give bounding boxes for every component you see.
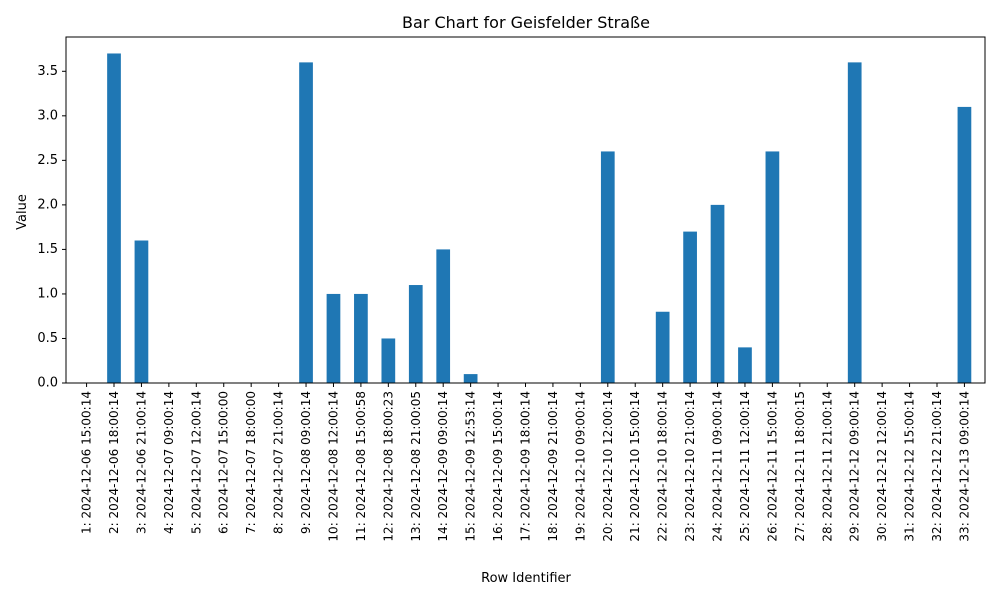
bar (299, 62, 313, 384)
x-tick-label: 7: 2024-12-07 18:00:00 (244, 391, 258, 534)
x-tick-label: 21: 2024-12-10 15:00:14 (628, 391, 642, 542)
y-tick-label: 1.0 (37, 286, 58, 301)
x-tick-label: 25: 2024-12-11 12:00:14 (738, 391, 752, 542)
x-axis: 1: 2024-12-06 15:00:14 2: 2024-12-06 18:0… (80, 383, 971, 542)
y-tick-label: 1.5 (37, 242, 58, 257)
bar (463, 374, 478, 383)
bar (134, 240, 149, 383)
x-tick-label: 22: 2024-12-10 18:00:14 (656, 391, 670, 542)
x-tick-label: 16: 2024-12-09 15:00:14 (491, 391, 505, 542)
x-tick-label: 30: 2024-12-12 12:00:14 (875, 391, 889, 542)
x-tick-label: 26: 2024-12-11 15:00:14 (765, 391, 779, 542)
x-axis-label: Row Identifier (481, 571, 571, 586)
bar (683, 231, 697, 383)
bar (765, 151, 780, 383)
x-tick-label: 28: 2024-12-11 21:00:14 (820, 391, 834, 542)
x-tick-label: 10: 2024-12-08 12:00:14 (326, 391, 340, 542)
x-tick-label: 31: 2024-12-12 15:00:14 (903, 391, 917, 542)
x-tick-label: 12: 2024-12-08 18:00:23 (381, 391, 395, 542)
x-tick-label: 8: 2024-12-07 21:00:14 (272, 391, 286, 534)
x-tick-label: 17: 2024-12-09 18:00:14 (519, 391, 533, 542)
bar (354, 293, 368, 383)
x-tick-label: 29: 2024-12-12 09:00:14 (848, 391, 862, 542)
x-tick-label: 3: 2024-12-06 21:00:14 (134, 391, 148, 534)
bar (107, 53, 121, 383)
x-tick-label: 11: 2024-12-08 15:00:58 (354, 391, 368, 542)
y-tick-label: 0.0 (37, 376, 58, 391)
x-tick-label: 13: 2024-12-08 21:00:05 (409, 391, 423, 542)
chart-title: Bar Chart for Geisfelder Straße (402, 13, 650, 32)
bar (957, 106, 972, 384)
bars-group (107, 53, 972, 384)
y-tick-label: 0.5 (37, 331, 58, 346)
x-tick-label: 27: 2024-12-11 18:00:15 (793, 391, 807, 542)
y-tick-label: 2.0 (37, 197, 58, 212)
bar (600, 151, 615, 383)
x-tick-label: 19: 2024-12-10 09:00:14 (573, 391, 587, 542)
x-tick-label: 6: 2024-12-07 15:00:00 (217, 391, 231, 534)
plot-frame (65, 36, 986, 384)
y-tick-label: 3.0 (37, 108, 58, 123)
bar (655, 311, 670, 383)
y-tick-label: 2.5 (37, 153, 58, 168)
x-tick-label: 14: 2024-12-09 09:00:14 (436, 391, 450, 542)
bar (436, 249, 451, 383)
x-tick-label: 32: 2024-12-12 21:00:14 (930, 391, 944, 542)
y-axis-label: Value (15, 194, 30, 230)
x-tick-label: 33: 2024-12-13 09:00:14 (957, 391, 971, 542)
x-tick-label: 5: 2024-12-07 12:00:14 (189, 391, 203, 534)
bar (326, 293, 341, 383)
bar (847, 62, 862, 384)
x-tick-label: 1: 2024-12-06 15:00:14 (80, 391, 94, 534)
x-tick-label: 18: 2024-12-09 21:00:14 (546, 391, 560, 542)
bar (710, 204, 725, 383)
x-tick-label: 4: 2024-12-07 09:00:14 (162, 391, 176, 534)
x-tick-label: 9: 2024-12-08 09:00:14 (299, 391, 313, 534)
y-tick-label: 3.5 (37, 64, 58, 79)
x-tick-label: 2: 2024-12-06 18:00:14 (107, 391, 121, 534)
bar (738, 347, 752, 383)
x-tick-label: 24: 2024-12-11 09:00:14 (711, 391, 725, 542)
x-tick-label: 23: 2024-12-10 21:00:14 (683, 391, 697, 542)
bar (408, 285, 423, 383)
y-axis: 0.0 0.5 1.0 1.5 2.0 2.5 3.0 3.5 (37, 64, 66, 391)
bar (381, 338, 396, 383)
x-tick-label: 20: 2024-12-10 12:00:14 (601, 391, 615, 542)
x-tick-label: 15: 2024-12-09 12:53:14 (464, 391, 478, 542)
